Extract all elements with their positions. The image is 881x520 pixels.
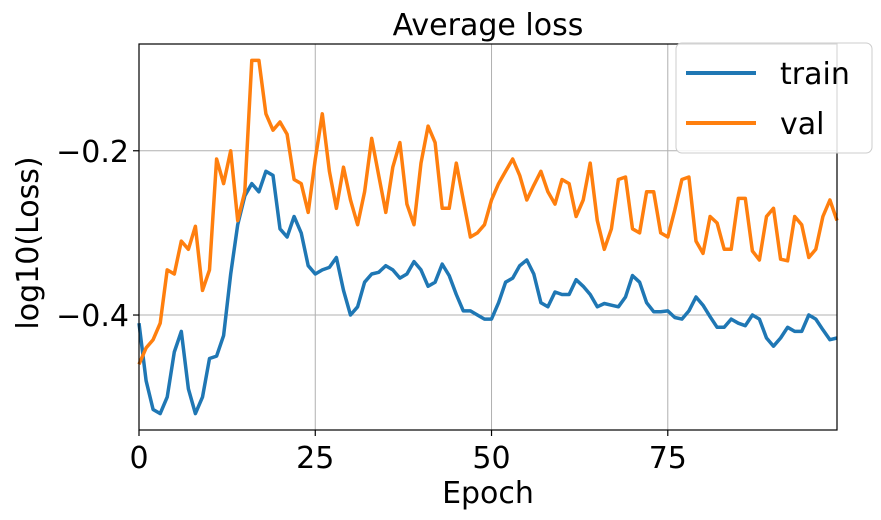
series-line-val bbox=[137, 58, 839, 365]
y-tick-label: −0.2 bbox=[56, 135, 129, 170]
series-lines bbox=[137, 58, 839, 416]
legend-label-train: train bbox=[780, 57, 850, 92]
series-line-train bbox=[137, 169, 838, 416]
chart-title: Average loss bbox=[393, 8, 584, 43]
x-tick-label: 25 bbox=[296, 441, 334, 476]
y-tick-label: −0.4 bbox=[56, 299, 129, 334]
x-axis-label: Epoch bbox=[442, 476, 534, 511]
x-tick-label: 0 bbox=[129, 441, 148, 476]
x-tick-label: 75 bbox=[649, 441, 687, 476]
legend-box bbox=[675, 42, 873, 154]
plot-frame bbox=[138, 43, 838, 431]
y-axis-label: log10(Loss) bbox=[11, 156, 46, 329]
axis-ticks: 0 25 50 75 −0.4 −0.2 bbox=[56, 135, 687, 476]
x-tick-label: 50 bbox=[472, 441, 510, 476]
legend-label-val: val bbox=[780, 107, 824, 142]
legend: train val bbox=[675, 42, 873, 154]
